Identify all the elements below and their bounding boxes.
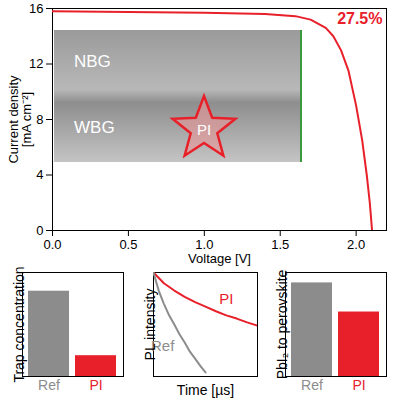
svg-text:1.0: 1.0 <box>195 237 213 252</box>
html-text:NBG: NBG <box>74 52 111 71</box>
svg-text:2.0: 2.0 <box>347 237 365 252</box>
svg-text:Time [µs]: Time [µs] <box>177 382 234 398</box>
svg-text:PL intensity: PL intensity <box>142 289 158 361</box>
svg-text:0.0: 0.0 <box>43 237 61 252</box>
svg-text:PbI₂ to perovskite: PbI₂ to perovskite <box>274 269 290 379</box>
svg-text:Current density[mA cm⁻²]: Current density[mA cm⁻²] <box>6 75 34 164</box>
svg-text:Ref: Ref <box>38 377 60 393</box>
svg-text:1.5: 1.5 <box>271 237 289 252</box>
svg-text:0: 0 <box>36 223 43 238</box>
svg-text:Ref: Ref <box>151 337 175 355</box>
svg-text:27.5%: 27.5% <box>337 10 382 27</box>
svg-text:PI: PI <box>219 290 233 307</box>
svg-text:12: 12 <box>29 56 43 71</box>
svg-text:Ref: Ref <box>301 377 323 393</box>
svg-text:PI: PI <box>197 121 211 138</box>
svg-text:8: 8 <box>36 112 43 127</box>
html-text:WBG: WBG <box>74 118 115 137</box>
svg-text:16: 16 <box>29 1 43 16</box>
svg-text:PI: PI <box>89 377 102 393</box>
svg-text:Trap concentration: Trap concentration <box>11 266 27 382</box>
svg-text:4: 4 <box>36 167 43 182</box>
svg-text:PI: PI <box>352 377 365 393</box>
svg-text:0.5: 0.5 <box>119 237 137 252</box>
svg-text:Voltage [V]: Voltage [V] <box>188 251 251 266</box>
